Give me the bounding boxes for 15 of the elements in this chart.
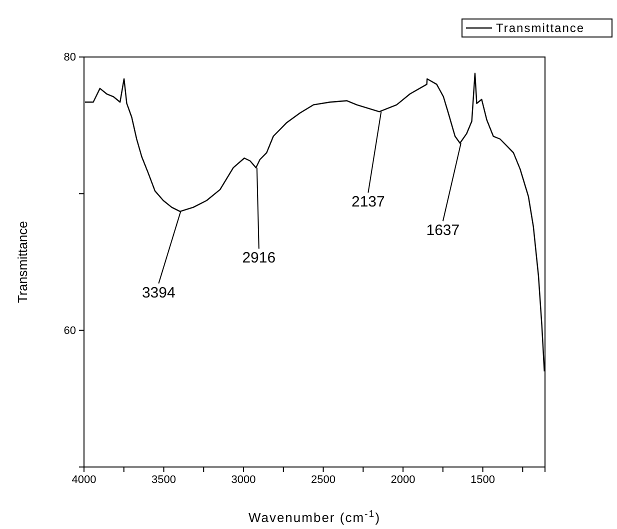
x-tick-label: 4000 — [72, 474, 96, 486]
y-tick-label: 80 — [64, 52, 76, 64]
x-tick-label: 2500 — [311, 474, 336, 486]
x-tick-label: 3500 — [152, 474, 176, 486]
y-axis-title: Transmittance — [15, 221, 30, 303]
x-axis-title: Wavenumber (cm$^{-1}$) — [248, 508, 381, 525]
x-tick-label: 1500 — [470, 474, 496, 486]
annotation: 1637 — [426, 222, 460, 240]
legend-label: Transmittance — [496, 21, 585, 35]
x-tick-label: 2000 — [390, 474, 416, 486]
annotation: 3394 — [142, 284, 176, 302]
x-tick-label: 3000 — [231, 474, 256, 486]
annotation: 2137 — [351, 194, 385, 211]
annotation: 2916 — [242, 250, 276, 267]
y-tick-label: 60 — [64, 324, 76, 337]
